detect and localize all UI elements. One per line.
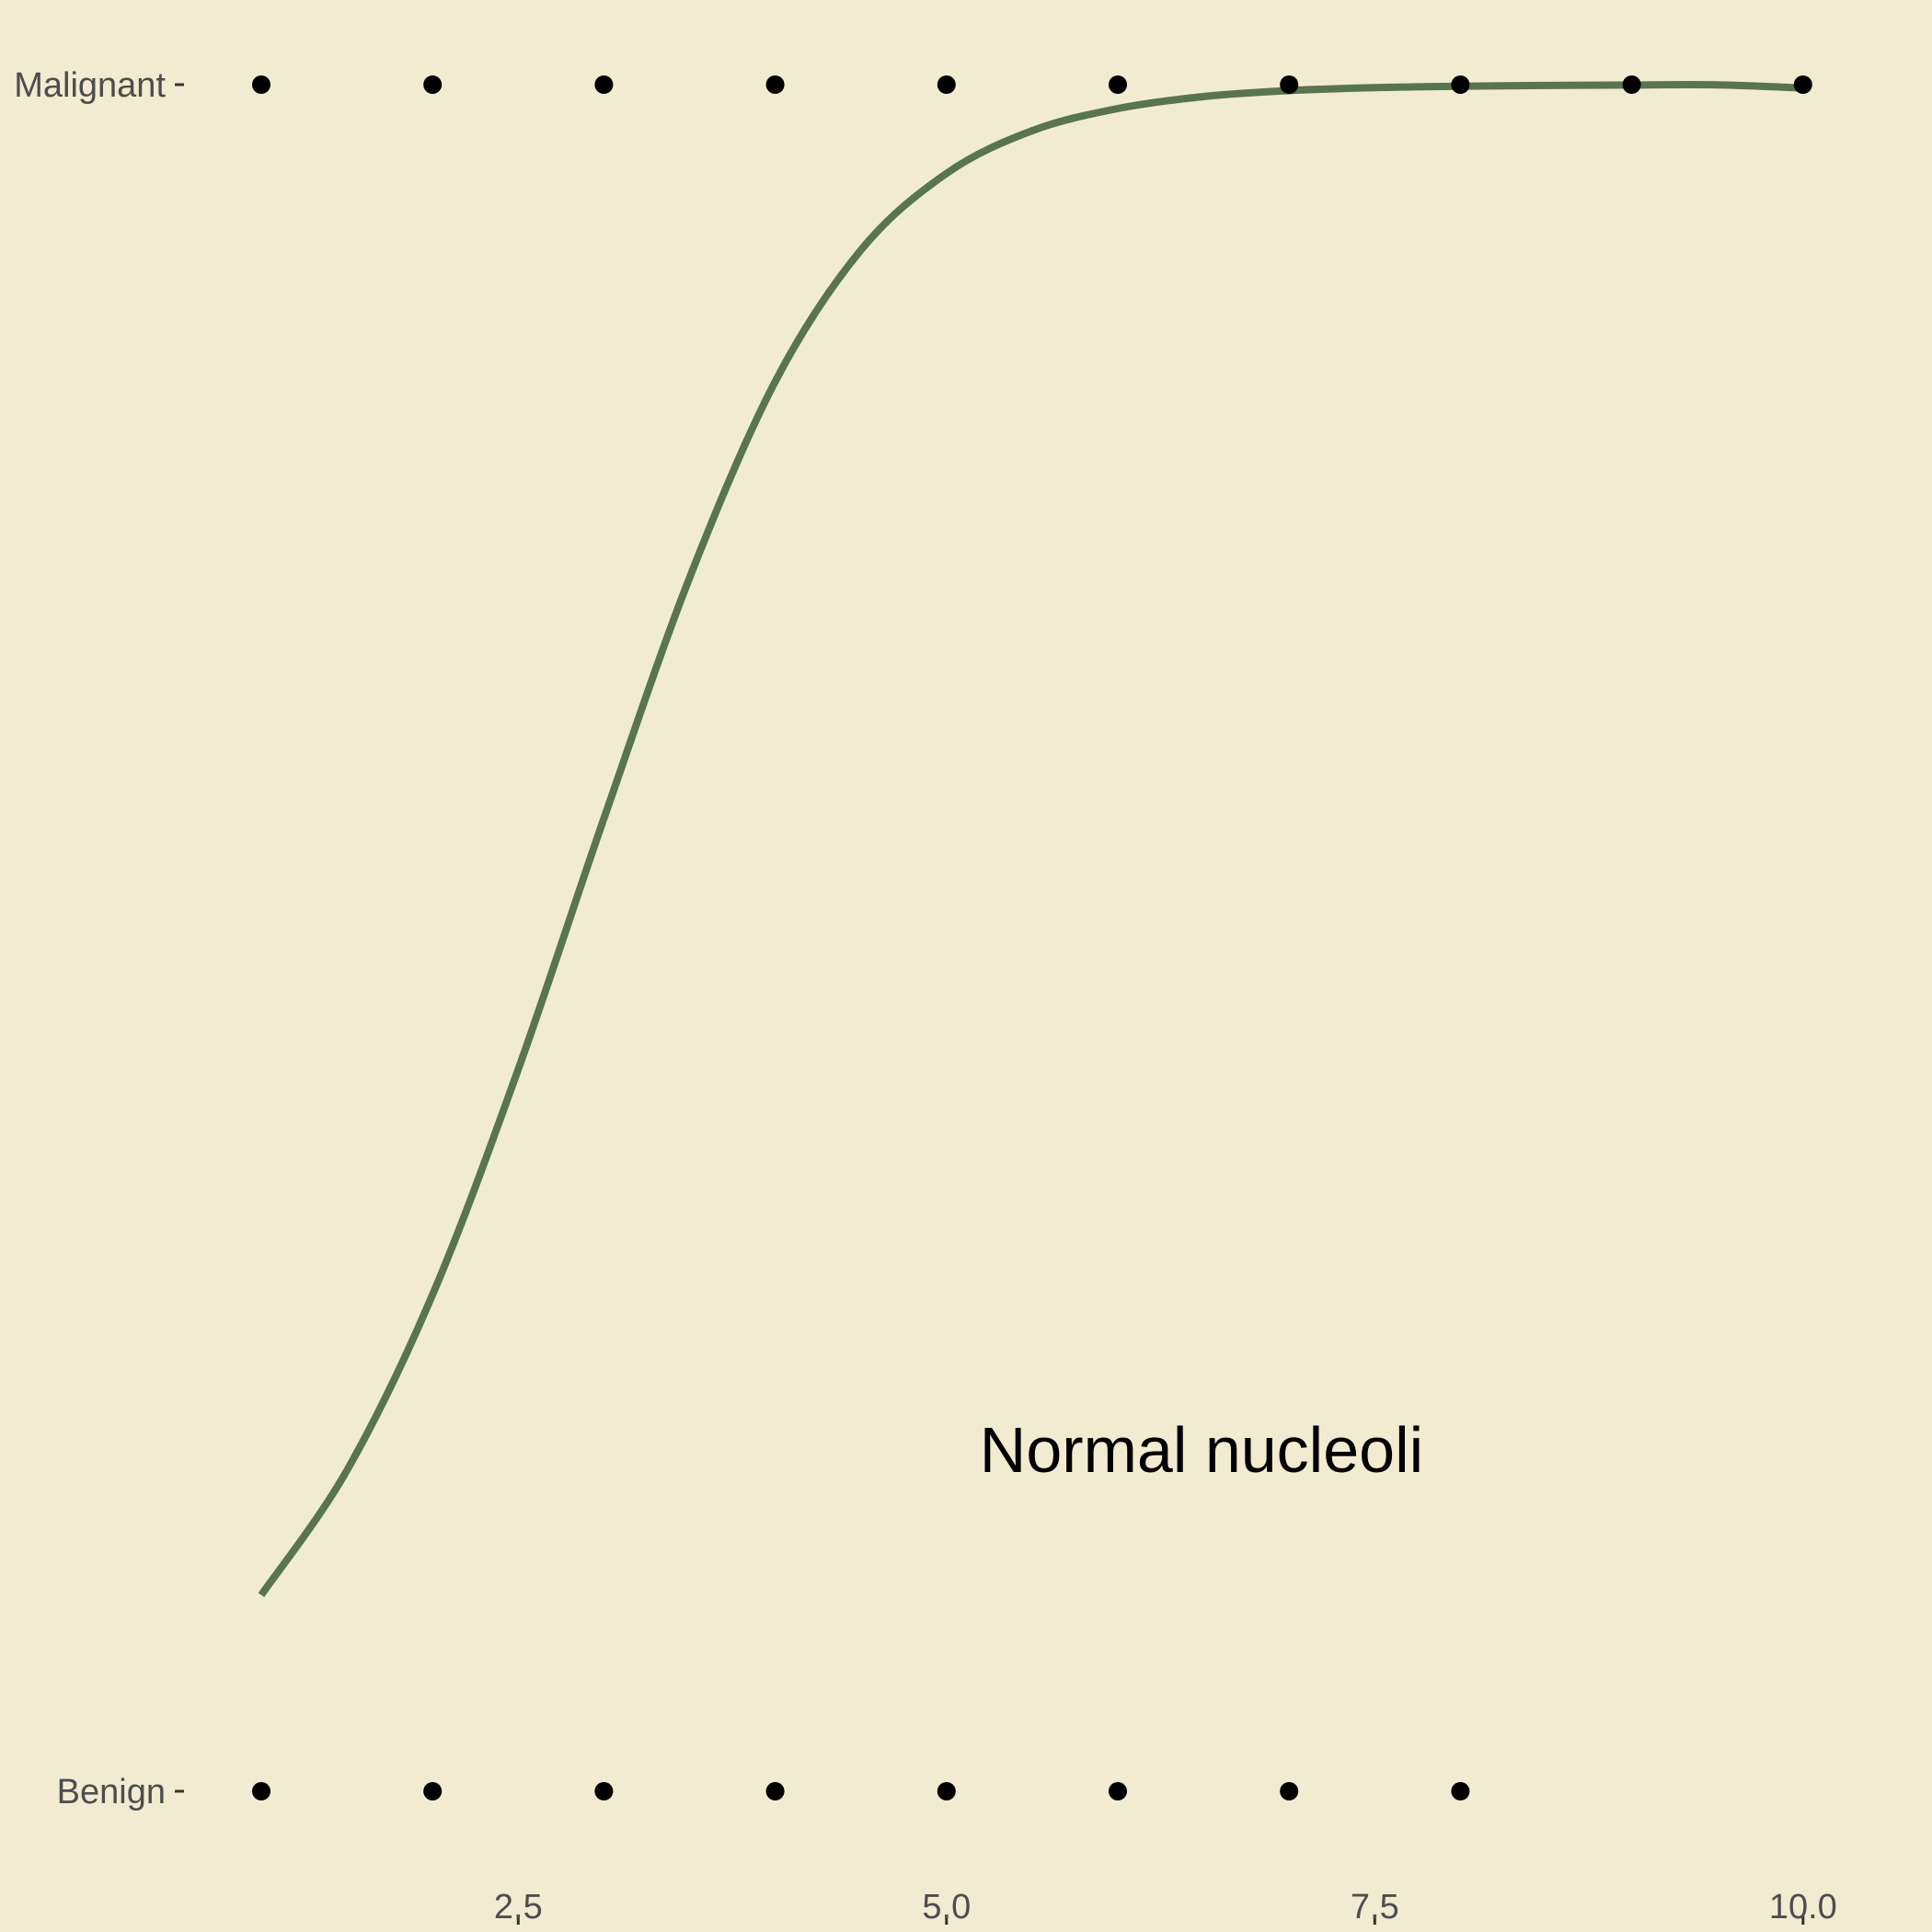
x-tick-label: 10.0 [1769, 1888, 1837, 1926]
x-tick-label: 2.5 [494, 1888, 543, 1926]
y-tick-label: Benign [57, 1773, 166, 1811]
data-point [1109, 1782, 1127, 1800]
data-point [423, 1782, 443, 1800]
data-point [1109, 75, 1127, 94]
data-point [594, 1782, 614, 1800]
data-point [252, 1782, 270, 1800]
x-tick-label: 5.0 [922, 1888, 971, 1926]
data-point [1451, 75, 1470, 94]
data-point [1451, 1782, 1470, 1800]
data-point [423, 75, 443, 94]
tick-labels: 2.5 5.0 7.5 10.0 Benign Malignant [14, 66, 1837, 1926]
logistic-fit-curve [258, 80, 1803, 1597]
data-points [252, 75, 1812, 1800]
data-point [937, 1782, 956, 1800]
data-point [765, 1782, 785, 1800]
y-tick-label: Malignant [14, 66, 166, 105]
data-point [1793, 75, 1812, 94]
axis-ticks [175, 83, 1805, 1925]
data-point [1622, 75, 1641, 94]
data-point [1280, 75, 1299, 94]
annotation-label: Normal nucleoli [980, 1414, 1423, 1486]
data-point [937, 75, 956, 94]
data-point [1280, 1782, 1299, 1800]
data-point [765, 75, 785, 94]
data-point [594, 75, 614, 94]
x-tick-label: 7.5 [1351, 1888, 1399, 1926]
data-point [252, 75, 270, 94]
